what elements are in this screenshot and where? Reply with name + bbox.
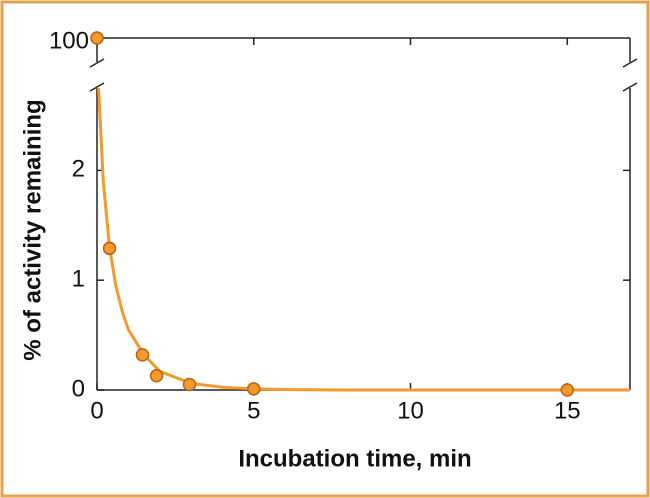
y-tick-label: 100: [49, 27, 89, 54]
axis-break: [622, 58, 638, 68]
data-point: [182, 377, 197, 392]
x-tick-label: 15: [554, 397, 581, 424]
y-axis-label: % of activity remaining: [19, 99, 46, 360]
data-point: [247, 382, 261, 396]
axis-break: [622, 82, 638, 92]
data-point: [560, 383, 575, 397]
axis-break: [89, 82, 105, 92]
y-tick-label: 0: [72, 375, 85, 402]
data-point: [102, 241, 117, 256]
x-tick-label: 10: [397, 397, 424, 424]
x-tick-label: 5: [247, 397, 260, 424]
fit-curve: [97, 87, 630, 392]
y-tick-label: 1: [72, 266, 85, 293]
axis-break: [89, 58, 105, 68]
data-point: [135, 348, 150, 362]
data-point: [90, 31, 104, 45]
x-axis-label: Incubation time, min: [238, 445, 471, 472]
data-point: [149, 368, 164, 383]
y-tick-label: 2: [72, 156, 85, 183]
x-tick-label: 0: [90, 397, 103, 424]
